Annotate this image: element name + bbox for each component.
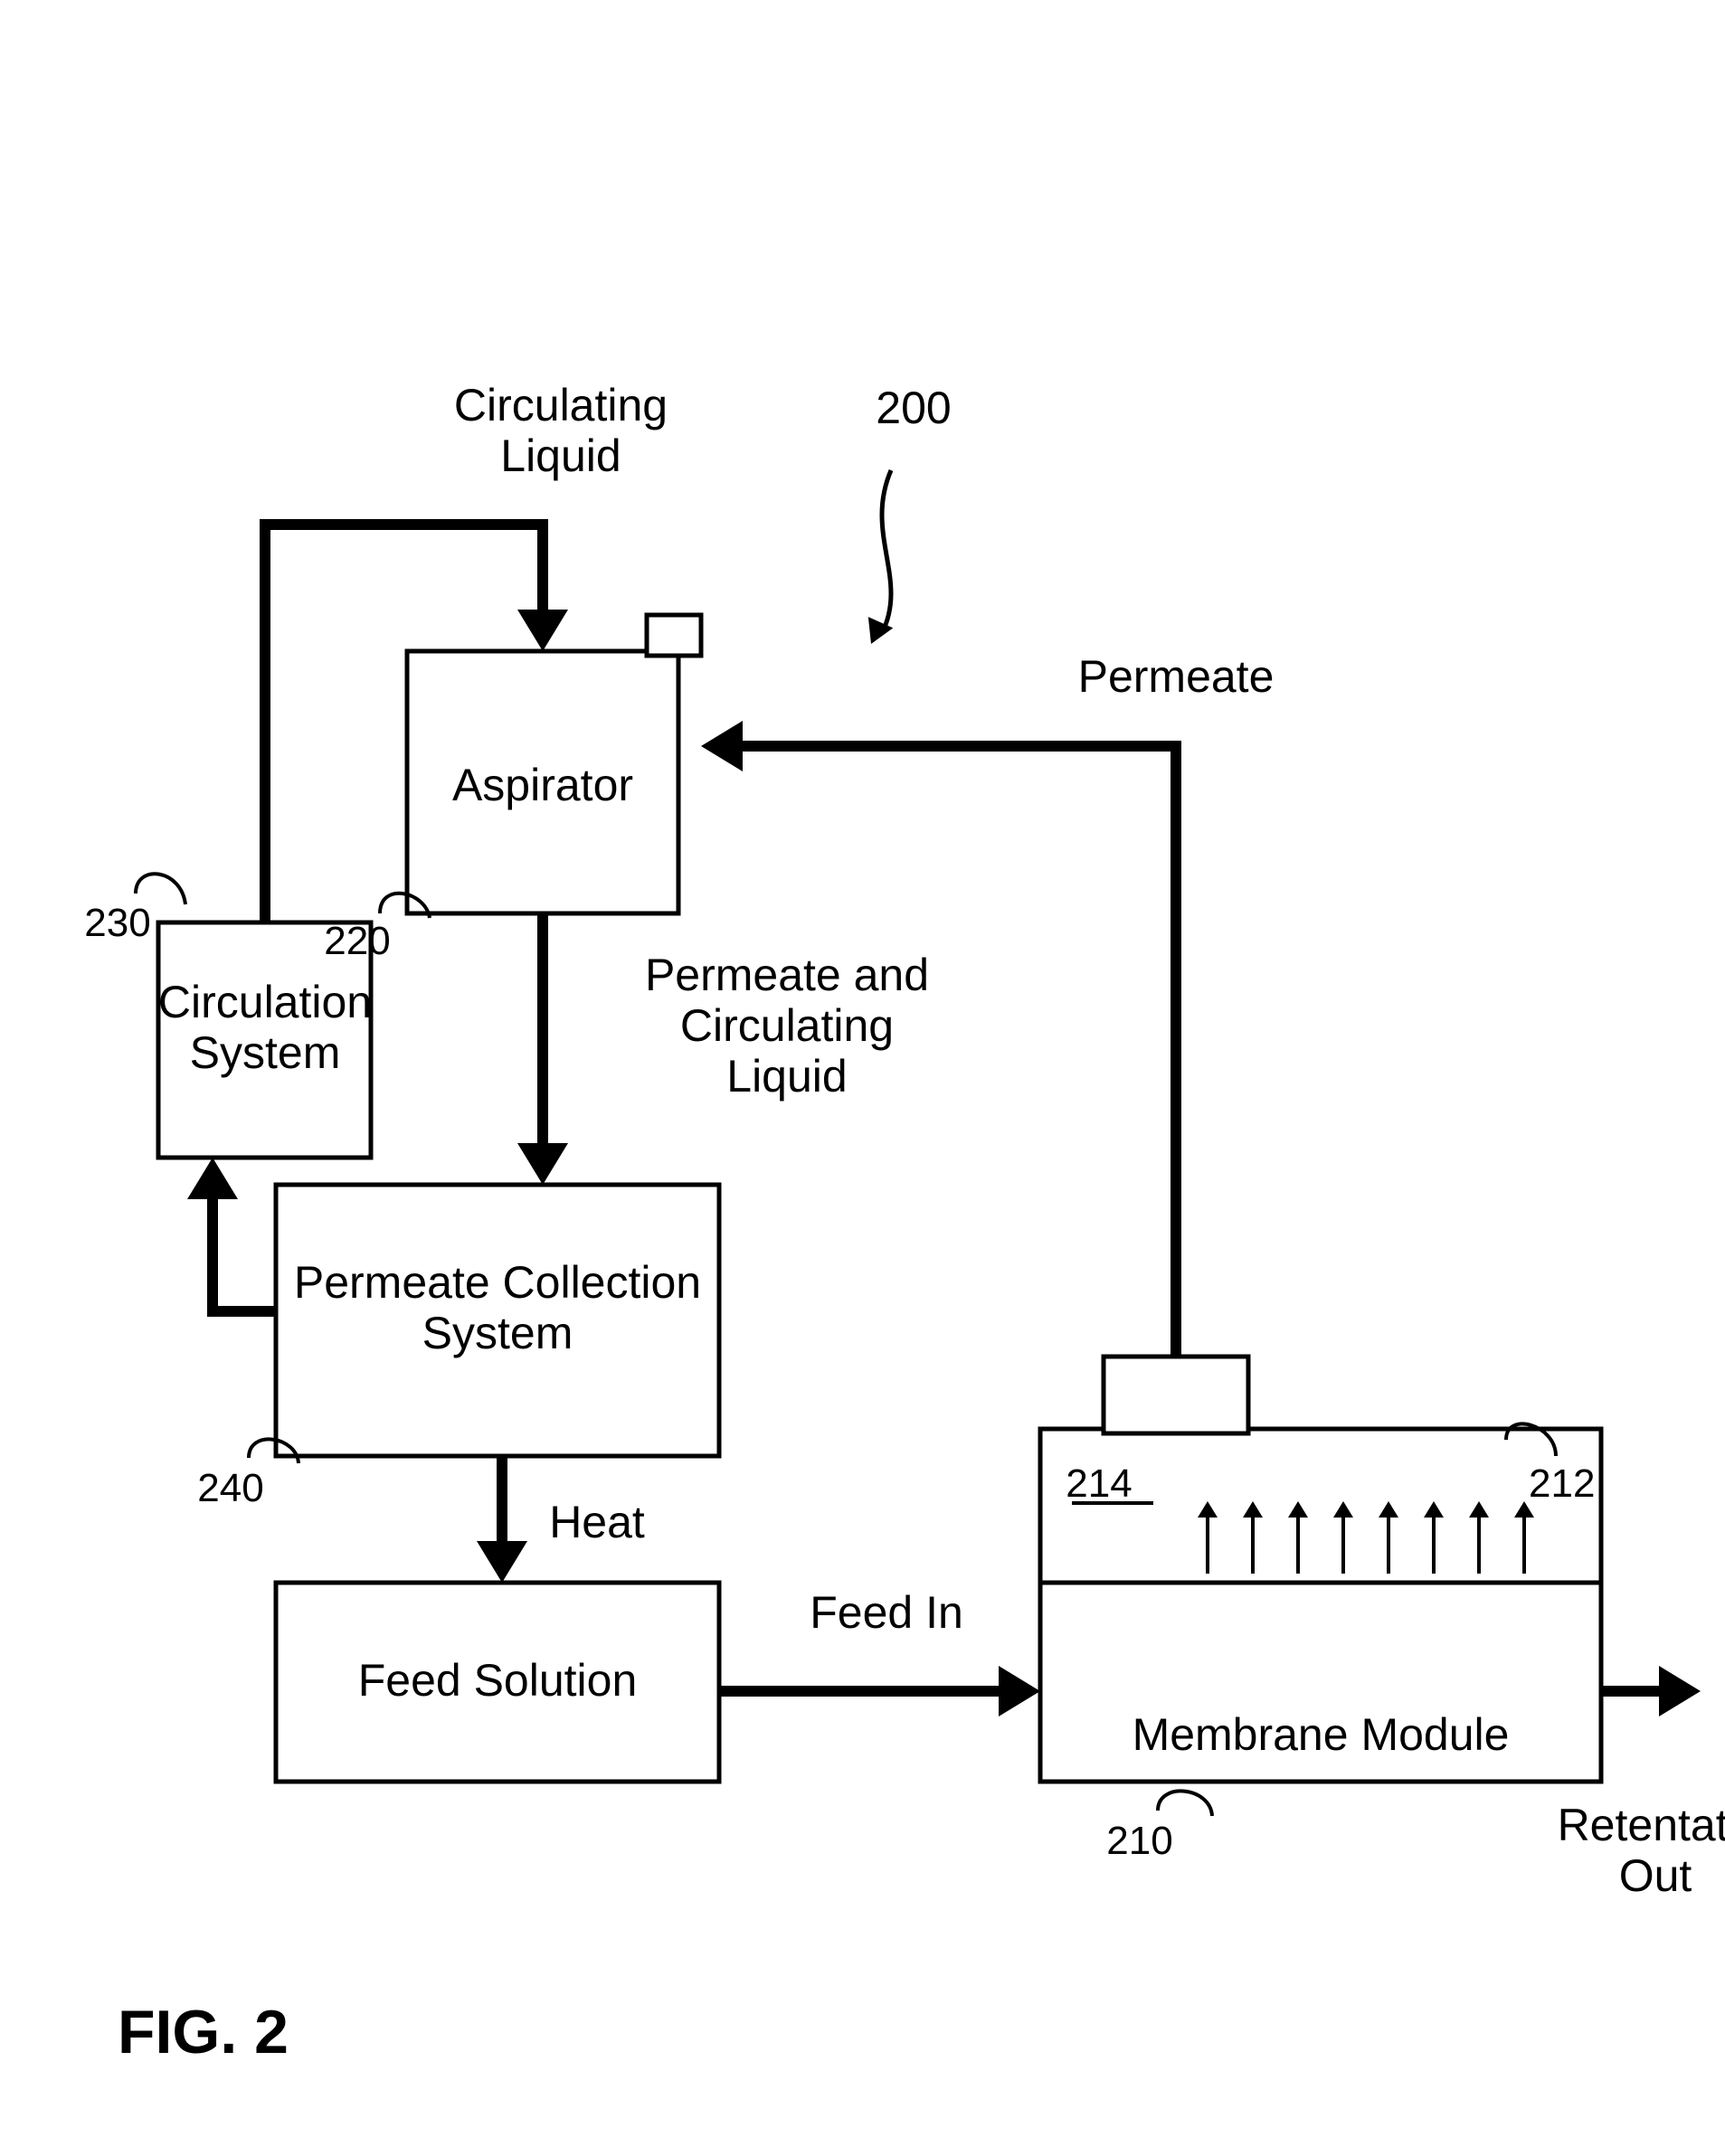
svg-text:230: 230 (84, 901, 150, 945)
svg-text:Circulating: Circulating (680, 1000, 894, 1051)
svg-text:212: 212 (1529, 1461, 1595, 1506)
svg-text:Aspirator: Aspirator (452, 760, 633, 810)
figure-label: FIG. 2 (118, 1998, 289, 2066)
svg-text:System: System (190, 1027, 341, 1078)
svg-text:Retentate: Retentate (1558, 1800, 1725, 1850)
svg-text:Membrane Module: Membrane Module (1133, 1709, 1510, 1760)
svg-text:Permeate and: Permeate and (645, 950, 929, 1000)
svg-text:210: 210 (1106, 1819, 1172, 1863)
svg-text:Liquid: Liquid (500, 430, 621, 481)
svg-text:Circulation: Circulation (158, 977, 372, 1027)
svg-text:Feed Solution: Feed Solution (358, 1655, 638, 1706)
svg-text:System: System (422, 1308, 573, 1358)
svg-text:240: 240 (197, 1466, 263, 1510)
svg-text:Feed In: Feed In (810, 1587, 963, 1638)
svg-text:200: 200 (876, 383, 951, 433)
svg-text:Permeate Collection: Permeate Collection (294, 1257, 701, 1308)
svg-text:220: 220 (324, 919, 390, 963)
aspirator_stub (647, 615, 701, 656)
svg-text:214: 214 (1066, 1461, 1132, 1506)
svg-text:Circulating: Circulating (454, 380, 668, 430)
membrane_top (1040, 1429, 1601, 1583)
membrane_stub (1104, 1357, 1248, 1433)
svg-text:Heat: Heat (549, 1497, 645, 1547)
svg-text:Permeate: Permeate (1078, 651, 1275, 702)
svg-text:Liquid: Liquid (726, 1051, 847, 1102)
svg-text:Out: Out (1619, 1850, 1692, 1901)
